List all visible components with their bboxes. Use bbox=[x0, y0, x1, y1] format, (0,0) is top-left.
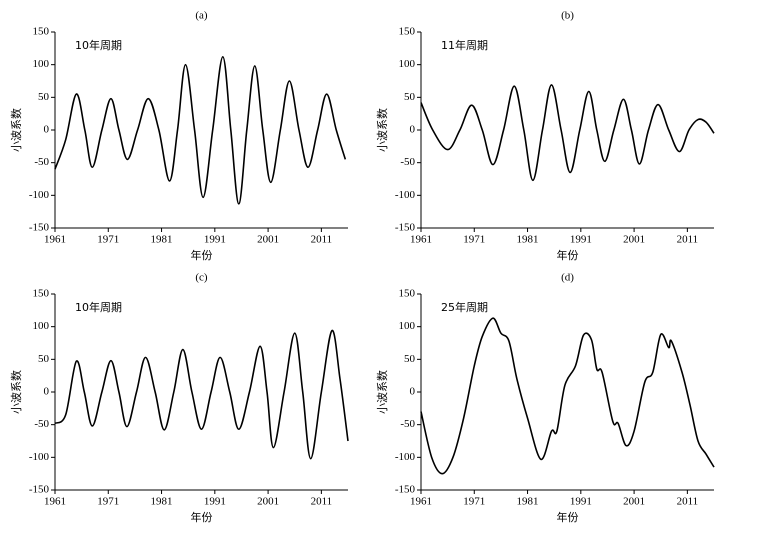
y-tick-label: -150 bbox=[29, 484, 50, 496]
y-tick-label: -150 bbox=[29, 222, 50, 234]
x-tick-label: 1961 bbox=[410, 496, 432, 508]
x-tick-label: 1981 bbox=[151, 496, 173, 508]
chart-title: (c) bbox=[195, 272, 208, 284]
y-tick-label: 150 bbox=[399, 288, 416, 300]
y-tick-label: 100 bbox=[399, 320, 416, 332]
y-tick-label: 100 bbox=[33, 58, 50, 70]
y-tick-label: -50 bbox=[400, 418, 415, 430]
x-tick-label: 2001 bbox=[257, 496, 279, 508]
y-tick-label: -150 bbox=[395, 222, 416, 234]
y-tick-label: -100 bbox=[395, 189, 416, 201]
x-tick-label: 1971 bbox=[463, 234, 485, 246]
y-tick-label: -50 bbox=[400, 156, 415, 168]
x-tick-label: 2001 bbox=[257, 234, 279, 246]
y-tick-label: 150 bbox=[399, 26, 416, 38]
x-tick-label: 1991 bbox=[204, 496, 226, 508]
x-tick-label: 2001 bbox=[623, 234, 645, 246]
y-tick-label: 100 bbox=[399, 58, 416, 70]
y-tick-label: 0 bbox=[44, 124, 50, 136]
data-line bbox=[54, 329, 349, 460]
x-tick-label: 2011 bbox=[311, 234, 333, 246]
y-tick-label: -150 bbox=[395, 484, 416, 496]
x-tick-label: 1991 bbox=[204, 234, 226, 246]
y-tick-label: -100 bbox=[29, 189, 50, 201]
data-line bbox=[54, 56, 347, 205]
y-tick-label: 150 bbox=[33, 288, 50, 300]
x-axis-label: 年份 bbox=[557, 510, 579, 524]
y-axis-label: 小波系数 bbox=[376, 370, 389, 414]
x-tick-label: 1961 bbox=[44, 234, 66, 246]
y-tick-label: 0 bbox=[410, 386, 416, 398]
y-axis-label: 小波系数 bbox=[10, 370, 23, 414]
y-tick-label: 50 bbox=[404, 91, 416, 103]
x-tick-label: 1991 bbox=[570, 234, 592, 246]
chart-title: (a) bbox=[195, 10, 208, 22]
y-tick-label: 100 bbox=[33, 320, 50, 332]
y-axis-label: 小波系数 bbox=[376, 108, 389, 152]
x-tick-label: 1971 bbox=[97, 234, 119, 246]
chart-title: (b) bbox=[561, 10, 574, 22]
y-tick-label: 50 bbox=[38, 353, 50, 365]
y-tick-label: 50 bbox=[38, 91, 50, 103]
data-line bbox=[420, 317, 715, 475]
y-tick-label: -100 bbox=[29, 451, 50, 463]
annotation: 10年周期 bbox=[75, 38, 122, 52]
x-tick-label: 1961 bbox=[410, 234, 432, 246]
data-line bbox=[420, 84, 715, 182]
x-tick-label: 2001 bbox=[623, 496, 645, 508]
x-tick-label: 1991 bbox=[570, 496, 592, 508]
y-tick-label: 0 bbox=[410, 124, 416, 136]
y-axis-label: 小波系数 bbox=[10, 108, 23, 152]
x-tick-label: 2011 bbox=[677, 496, 699, 508]
x-axis-label: 年份 bbox=[191, 510, 213, 524]
x-tick-label: 1981 bbox=[517, 496, 539, 508]
annotation: 10年周期 bbox=[75, 300, 122, 314]
x-tick-label: 1981 bbox=[517, 234, 539, 246]
x-tick-label: 1981 bbox=[151, 234, 173, 246]
y-tick-label: -50 bbox=[34, 156, 49, 168]
x-tick-label: 2011 bbox=[311, 496, 333, 508]
x-tick-label: 1971 bbox=[97, 496, 119, 508]
y-tick-label: 0 bbox=[44, 386, 50, 398]
y-tick-label: -50 bbox=[34, 418, 49, 430]
x-axis-label: 年份 bbox=[557, 248, 579, 262]
x-axis-label: 年份 bbox=[191, 248, 213, 262]
y-tick-label: 150 bbox=[33, 26, 50, 38]
annotation: 11年周期 bbox=[441, 38, 488, 52]
annotation: 25年周期 bbox=[441, 300, 488, 314]
y-tick-label: -100 bbox=[395, 451, 416, 463]
chart-title: (d) bbox=[561, 272, 574, 284]
x-tick-label: 2011 bbox=[677, 234, 699, 246]
x-tick-label: 1971 bbox=[463, 496, 485, 508]
y-tick-label: 50 bbox=[404, 353, 416, 365]
x-tick-label: 1961 bbox=[44, 496, 66, 508]
